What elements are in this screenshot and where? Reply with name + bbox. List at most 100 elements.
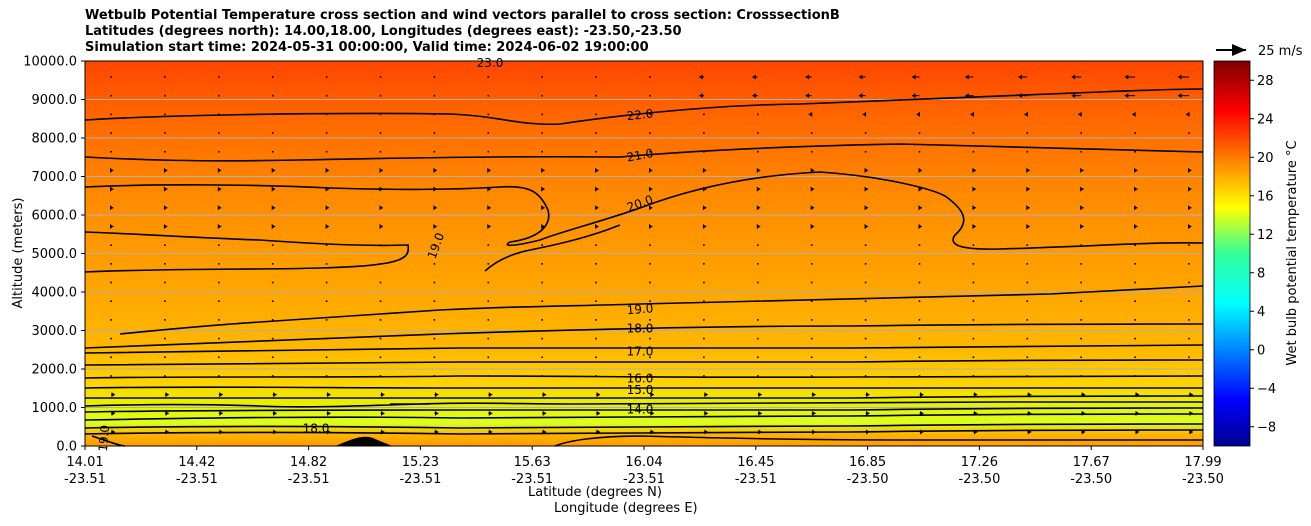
wind-vector xyxy=(649,150,651,153)
wind-vector-head xyxy=(110,223,114,229)
wind-vector-head xyxy=(965,74,969,80)
wind-vector xyxy=(487,132,490,134)
wind-vector xyxy=(325,76,328,78)
wind-vector xyxy=(918,300,921,303)
wind-vector-head xyxy=(918,205,922,211)
wind-vector-head xyxy=(916,111,920,117)
contour-label: 22.0 xyxy=(626,107,654,124)
y-tick-label: 0.0 xyxy=(56,440,77,455)
wind-vector xyxy=(487,76,490,78)
wind-vector xyxy=(164,300,166,303)
wind-vector-head xyxy=(1135,410,1140,416)
wind-vector xyxy=(325,150,328,153)
wind-vector xyxy=(218,300,220,303)
wind-vector-head xyxy=(1189,410,1193,416)
wind-vector xyxy=(433,356,436,359)
wind-vector-head xyxy=(110,205,114,211)
wind-vector xyxy=(164,319,166,321)
x-tick-label-lat: 14.82 xyxy=(290,455,327,470)
wind-vector xyxy=(1026,375,1029,377)
wind-vector-head xyxy=(704,392,708,398)
wind-vector-head xyxy=(433,186,437,192)
wind-vector xyxy=(810,356,813,359)
wind-vector-head xyxy=(752,74,756,80)
wind-vector-head xyxy=(273,410,277,416)
wind-vector xyxy=(703,375,705,377)
wind-vector xyxy=(1080,263,1082,265)
wind-vector xyxy=(649,94,651,97)
x-axis-label: Latitude (degrees N) xyxy=(528,485,662,500)
wind-vector xyxy=(433,94,436,97)
wind-vector xyxy=(918,375,921,377)
wind-vector xyxy=(757,263,759,265)
wind-vector xyxy=(379,375,382,377)
contour-label: 17.0 xyxy=(627,345,654,359)
wind-vector-head xyxy=(650,429,654,435)
wind-vector-head xyxy=(973,392,978,398)
wind-vector xyxy=(1080,132,1082,134)
wind-vector xyxy=(757,281,759,284)
wind-vector xyxy=(433,76,436,78)
wind-vector-head xyxy=(973,410,978,416)
chart-title: Wetbulb Potential Temperature cross sect… xyxy=(85,8,840,56)
wind-vector xyxy=(703,300,705,303)
wind-vector xyxy=(1026,281,1029,284)
wind-vector-head xyxy=(1027,392,1032,398)
wind-vector-head xyxy=(866,392,870,398)
wind-vector xyxy=(810,337,813,340)
wind-vector xyxy=(433,300,436,303)
wind-vector xyxy=(271,300,274,303)
wind-vector xyxy=(541,375,543,377)
wind-vector xyxy=(487,263,490,265)
wind-vector-head xyxy=(1134,186,1138,192)
wind-vector-head xyxy=(864,186,869,192)
wind-vector xyxy=(864,356,867,359)
wind-vector-head xyxy=(912,74,916,80)
wind-vector-head xyxy=(163,223,168,229)
wind-vector xyxy=(649,375,651,377)
wind-vector-head xyxy=(488,429,493,435)
contour-lines xyxy=(84,88,1204,447)
wind-vector xyxy=(595,263,597,265)
wind-vector-head xyxy=(487,205,491,211)
wind-vector-head xyxy=(1178,93,1182,99)
wind-vector xyxy=(649,337,651,340)
y-tick-label: 10000.0 xyxy=(23,55,77,70)
y-tick-label: 5000.0 xyxy=(32,247,78,262)
wind-vector-head xyxy=(434,410,439,416)
wind-vector-head xyxy=(379,223,383,229)
contour-label: 21.0 xyxy=(626,146,655,164)
wind-vector-head xyxy=(1081,429,1086,435)
wind-vector xyxy=(325,319,328,321)
wind-vector-head xyxy=(1081,410,1086,416)
wind-vector xyxy=(110,263,112,265)
wind-vector xyxy=(433,375,436,377)
wind-vector-head xyxy=(649,223,653,229)
wind-vector xyxy=(649,300,651,303)
wind-vector-head xyxy=(1071,93,1076,99)
wind-vector xyxy=(972,244,975,246)
wind-vector-head xyxy=(327,410,331,416)
contour-line xyxy=(84,375,1204,379)
wind-vector xyxy=(487,300,490,303)
wind-vector-head xyxy=(379,167,383,173)
wind-vector xyxy=(595,76,597,78)
wind-vector-head xyxy=(596,429,601,435)
colorbar-gradient xyxy=(1213,60,1251,447)
contour-line xyxy=(85,395,1204,399)
terrain-bump xyxy=(335,436,392,446)
wind-vector-head xyxy=(381,392,385,398)
wind-vector xyxy=(864,132,867,134)
wind-vector xyxy=(271,375,274,377)
wind-vector xyxy=(164,337,166,340)
contour-line xyxy=(84,429,1204,435)
contour-line xyxy=(119,285,1204,335)
wind-vector-head xyxy=(325,205,330,211)
wind-vector xyxy=(972,300,975,303)
wind-vector xyxy=(110,113,112,116)
wind-vector xyxy=(1188,300,1190,303)
wind-vector-head xyxy=(702,167,707,173)
wind-vector xyxy=(110,150,112,153)
wind-vector-head xyxy=(756,186,761,192)
wind-vector xyxy=(218,337,220,340)
